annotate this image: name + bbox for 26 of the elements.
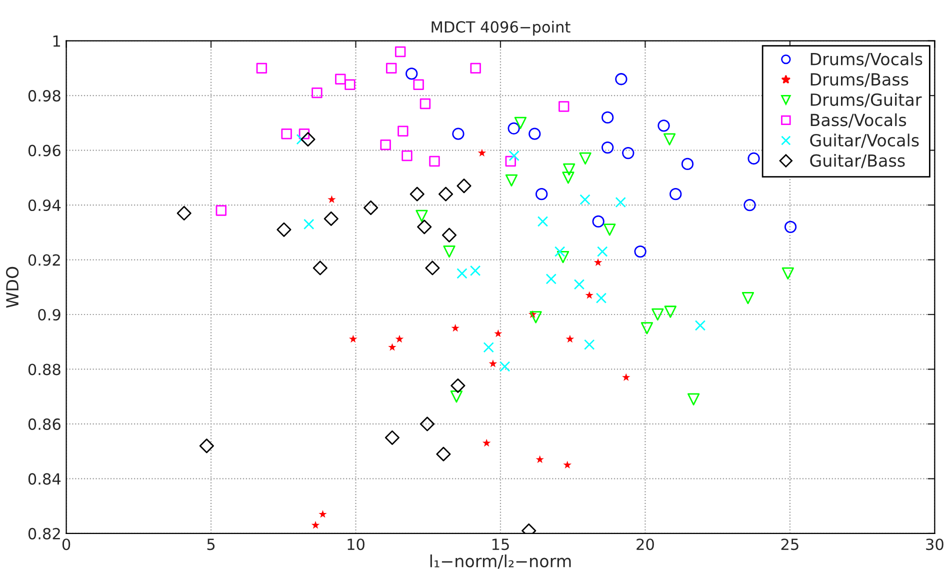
y-tick-label: 0.96 bbox=[28, 144, 60, 156]
x-tick-label: 10 bbox=[348, 538, 364, 550]
y-axis-title: WDO bbox=[6, 266, 19, 308]
y-tick-label: 0.98 bbox=[28, 90, 60, 102]
legend-label: Drums/Vocals bbox=[810, 52, 922, 67]
x-axis-title: l₁−norm/l₂−norm bbox=[430, 554, 571, 569]
y-tick-label: 0.82 bbox=[28, 528, 60, 540]
y-tick-label: 0.84 bbox=[28, 473, 61, 485]
legend-label: Guitar/Vocals bbox=[810, 134, 919, 148]
legend-label: Drums/Guitar bbox=[810, 93, 922, 108]
y-tick-label: 0.9 bbox=[38, 308, 60, 321]
x-tick-label: 30 bbox=[926, 538, 944, 550]
y-tick-label: 0.94 bbox=[28, 199, 61, 212]
x-tick-label: 20 bbox=[636, 538, 654, 550]
legend-label: Bass/Vocals bbox=[810, 113, 906, 128]
chart-title: MDCT 4096−point bbox=[432, 20, 570, 36]
legend-label: Drums/Bass bbox=[810, 73, 908, 87]
x-tick-label: 0 bbox=[62, 538, 70, 550]
y-tick-label: 0.92 bbox=[28, 254, 60, 266]
y-tick-label: 1 bbox=[53, 35, 60, 47]
x-tick-label: 5 bbox=[207, 538, 215, 550]
legend-label: Guitar/Bass bbox=[810, 154, 905, 168]
x-tick-label: 15 bbox=[492, 538, 509, 550]
y-tick-label: 0.88 bbox=[28, 364, 60, 376]
y-tick-label: 0.86 bbox=[28, 418, 60, 430]
x-tick-label: 25 bbox=[781, 538, 798, 550]
